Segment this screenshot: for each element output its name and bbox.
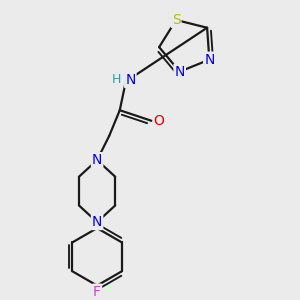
Text: F: F [93, 285, 101, 298]
Text: S: S [172, 13, 181, 27]
Text: N: N [92, 153, 102, 167]
Text: N: N [92, 215, 102, 229]
Text: N: N [125, 73, 136, 87]
Text: N: N [204, 52, 214, 67]
Text: H: H [112, 74, 122, 86]
Text: N: N [175, 64, 185, 79]
Text: O: O [154, 114, 164, 128]
